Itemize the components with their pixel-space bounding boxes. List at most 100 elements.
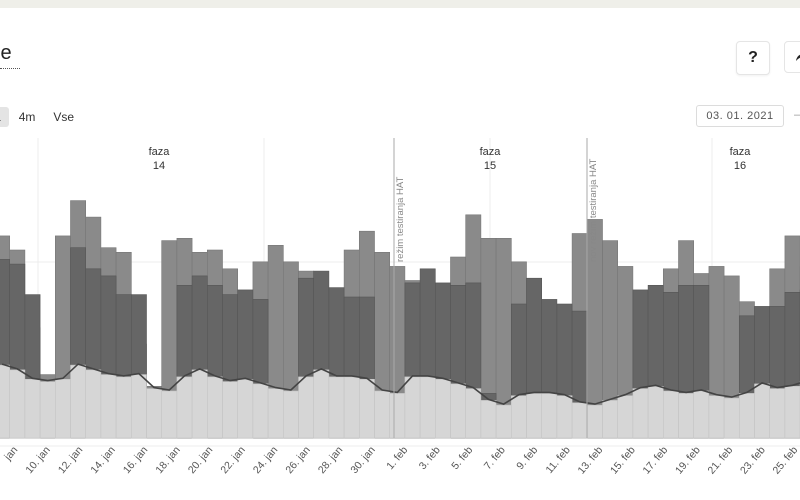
bar-s2 [207,376,223,439]
range-tab-4m[interactable]: 4m [18,110,36,124]
bar-s2 [146,388,162,439]
bar-s2 [24,378,41,439]
phase-number: 15 [484,160,496,172]
bar-s2 [632,388,649,439]
bar-s2 [526,393,542,439]
x-tick-label: 16. jan [121,444,151,476]
bar-s2 [298,376,314,439]
bar-s2 [328,376,345,439]
bar-s2 [450,383,466,439]
bar-s2 [404,376,421,439]
range-arrow-icon: – [794,109,800,121]
x-tick-label: 9. feb [514,444,540,472]
share-button[interactable] [784,41,800,73]
phase-number: 14 [153,160,165,172]
x-tick-label: 28. jan [316,444,346,476]
bar-s2 [480,400,497,439]
bar-s2 [374,390,390,439]
x-tick-label: 21. feb [705,444,735,476]
bar-s2 [723,397,740,439]
bar-s2 [556,395,573,439]
chart-card: je ? a 4m Vse 03. 01. 2021 – režim testi… [0,8,800,500]
bar-s2 [267,388,284,439]
bar-s2 [70,364,86,439]
trend-line [1,363,800,405]
bar-s2 [389,393,406,439]
bar-s2 [678,393,694,439]
annotation-label: nov režim testiranja HAT [588,159,599,262]
bar-s2 [222,381,238,439]
bar-s2 [769,388,786,439]
x-tick-label: 15. feb [608,444,638,476]
bar-s2 [9,369,26,439]
bar-s2 [662,390,679,439]
phase-label: faza [730,146,752,158]
bar-s2 [434,378,451,439]
bar-s2 [541,393,558,439]
x-tick-label: 30. jan [348,444,378,476]
bar-s2 [282,390,299,439]
annotation-label: režim testiranja HAT [395,176,406,262]
range-tab-all[interactable]: Vse [53,110,75,124]
bar-s2 [754,383,770,439]
bar-s2 [131,374,147,439]
bar-s2 [39,381,56,439]
x-tick-label: 23. feb [738,444,768,476]
phase-label: faza [480,146,502,158]
bar-s2 [191,369,208,439]
bar-s2 [495,404,512,439]
help-button[interactable]: ? [736,41,770,75]
x-tick-label: 3. feb [417,444,443,472]
share-icon [796,54,800,61]
bar-s2 [313,369,330,439]
x-tick-label: 14. jan [88,444,118,476]
bar-s2 [161,390,178,439]
phase-label: faza [149,146,171,158]
range-tabs: a 4m Vse [0,107,84,127]
x-tick-label: 1. feb [384,444,410,472]
x-tick-label: 13. feb [575,444,605,476]
bar-s2 [54,378,71,439]
x-tick-label: 18. jan [153,444,183,476]
bar-s2 [586,404,603,439]
start-date-input[interactable]: 03. 01. 2021 [696,105,784,127]
bar-s2 [176,376,193,439]
bar-s2 [115,376,132,439]
x-tick-label: 5. feb [449,444,475,472]
x-tick-label: 17. feb [640,444,670,476]
x-tick-label: jan [1,444,20,463]
bar-s2 [100,374,117,439]
page-title: je [0,42,12,64]
x-tick-label: 25. feb [770,444,800,476]
x-tick-label: 24. jan [251,444,281,476]
x-tick-label: 7. feb [482,444,508,472]
range-tab-active[interactable]: a [0,107,9,127]
bar-s2 [237,378,254,439]
bar-s2 [252,383,269,439]
x-tick-label: 12. jan [56,444,86,476]
bar-s2 [0,364,10,439]
bar-s2 [708,395,725,439]
bar-s2 [85,369,102,439]
bar-s2 [419,376,436,439]
bar-s2 [602,400,618,439]
bar-s2 [343,376,360,439]
bar-s2 [647,385,664,439]
x-tick-label: 22. jan [218,444,248,476]
bar-s2 [738,393,755,439]
bar-s2 [784,385,800,439]
bar-s2 [617,395,634,439]
bar-s2 [510,395,527,439]
phase-number: 16 [734,160,746,172]
chart-area: režim testiranja HAT nov režim testiranja… [0,138,800,477]
x-tick-label: 26. jan [283,444,313,476]
x-tick-label: 11. feb [543,444,572,476]
title-underline [0,66,20,69]
bar-s2 [693,390,710,439]
bar-s2 [571,402,588,439]
x-tick-label: 19. feb [673,444,703,476]
bar-s2 [358,378,375,439]
bar-s2 [465,388,482,439]
x-tick-label: 20. jan [186,444,216,476]
x-tick-label: 10. jan [23,444,53,476]
